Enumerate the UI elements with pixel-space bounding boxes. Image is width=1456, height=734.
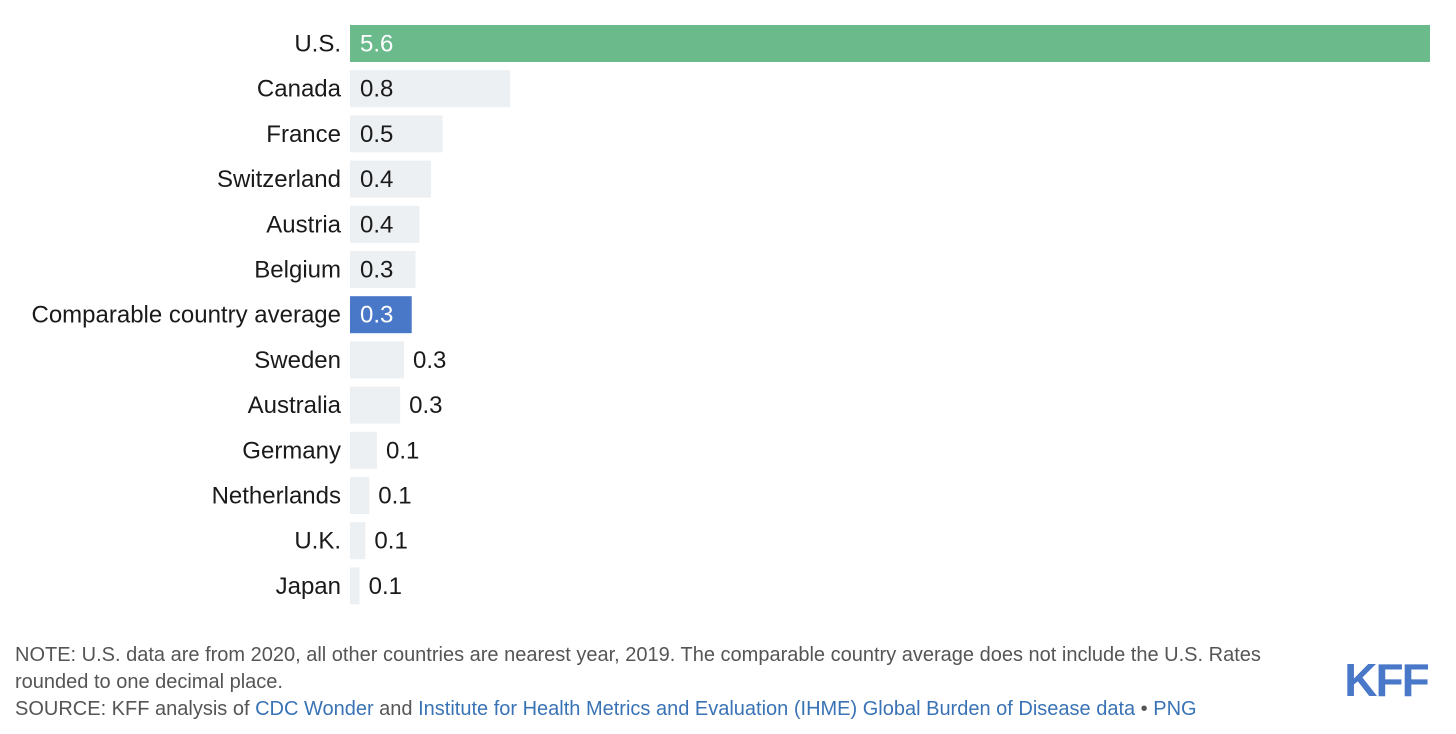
- value-label-austria: 0.4: [360, 211, 393, 238]
- category-label-netherlands: Netherlands: [212, 483, 341, 510]
- value-label-australia: 0.3: [409, 392, 442, 419]
- bar-belgium[interactable]: [350, 251, 416, 288]
- bar-netherlands[interactable]: [350, 477, 370, 514]
- value-label-netherlands: 0.1: [378, 483, 411, 510]
- value-label-japan: 0.1: [369, 573, 402, 600]
- value-label-france: 0.5: [360, 121, 393, 148]
- category-label-switzerland: Switzerland: [217, 166, 341, 193]
- value-label-germany: 0.1: [386, 437, 419, 464]
- kff-logo[interactable]: KFF: [1338, 656, 1434, 702]
- category-label-austria: Austria: [266, 211, 341, 238]
- bar-austria[interactable]: [350, 205, 420, 243]
- value-label-u-k: 0.1: [374, 528, 407, 555]
- bar-comparable-country-average[interactable]: [350, 296, 412, 334]
- category-label-germany: Germany: [242, 437, 341, 464]
- source-and: and: [373, 698, 419, 720]
- value-label-sweden: 0.3: [413, 347, 446, 374]
- category-label-sweden: Sweden: [254, 347, 341, 374]
- cdc-wonder-link[interactable]: CDC Wonder: [255, 698, 374, 720]
- category-label-belgium: Belgium: [254, 257, 341, 284]
- ihme-link[interactable]: Institute for Health Metrics and Evaluat…: [418, 698, 1136, 720]
- bar-u-k[interactable]: [350, 522, 366, 560]
- value-label-u-s: 5.6: [360, 31, 393, 58]
- bar-canada[interactable]: [350, 70, 511, 108]
- value-label-comparable-country-average: 0.3: [360, 302, 393, 329]
- bar-chart: U.S. 5.6 Canada 0.8 France 0.5 Switzerland 0.4 A…: [31, 25, 1430, 605]
- category-label-canada: Canada: [257, 76, 342, 103]
- bars-group: U.S. 5.6 Canada 0.8 France 0.5 Switzerland 0.4 A…: [31, 25, 1430, 605]
- category-label-u-k: U.K.: [294, 528, 341, 555]
- value-label-canada: 0.8: [360, 76, 393, 103]
- bar-japan[interactable]: [350, 567, 360, 605]
- png-download-link[interactable]: PNG: [1153, 698, 1197, 720]
- category-label-australia: Australia: [248, 392, 342, 419]
- footer-note: NOTE: U.S. data are from 2020, all other…: [15, 644, 1261, 693]
- kff-logo-text: KFF: [1344, 656, 1428, 702]
- source-prefix: SOURCE: KFF analysis of: [15, 698, 256, 720]
- category-label-u-s: U.S.: [294, 31, 341, 58]
- bar-switzerland[interactable]: [350, 160, 431, 198]
- value-label-belgium: 0.3: [360, 257, 393, 284]
- category-label-france: France: [266, 121, 341, 148]
- footer-source: SOURCE: KFF analysis of CDC Wonder and I…: [15, 696, 1315, 723]
- bar-u-s[interactable]: [350, 25, 1430, 62]
- bar-germany[interactable]: [350, 431, 377, 469]
- source-separator: •: [1135, 698, 1154, 720]
- value-label-switzerland: 0.4: [360, 166, 393, 193]
- bar-sweden[interactable]: [350, 341, 404, 379]
- chart-footer: NOTE: U.S. data are from 2020, all other…: [15, 642, 1315, 723]
- bar-france[interactable]: [350, 115, 443, 153]
- category-label-japan: Japan: [276, 573, 341, 600]
- category-label-comparable-country-average: Comparable country average: [31, 302, 341, 329]
- bar-australia[interactable]: [350, 386, 401, 424]
